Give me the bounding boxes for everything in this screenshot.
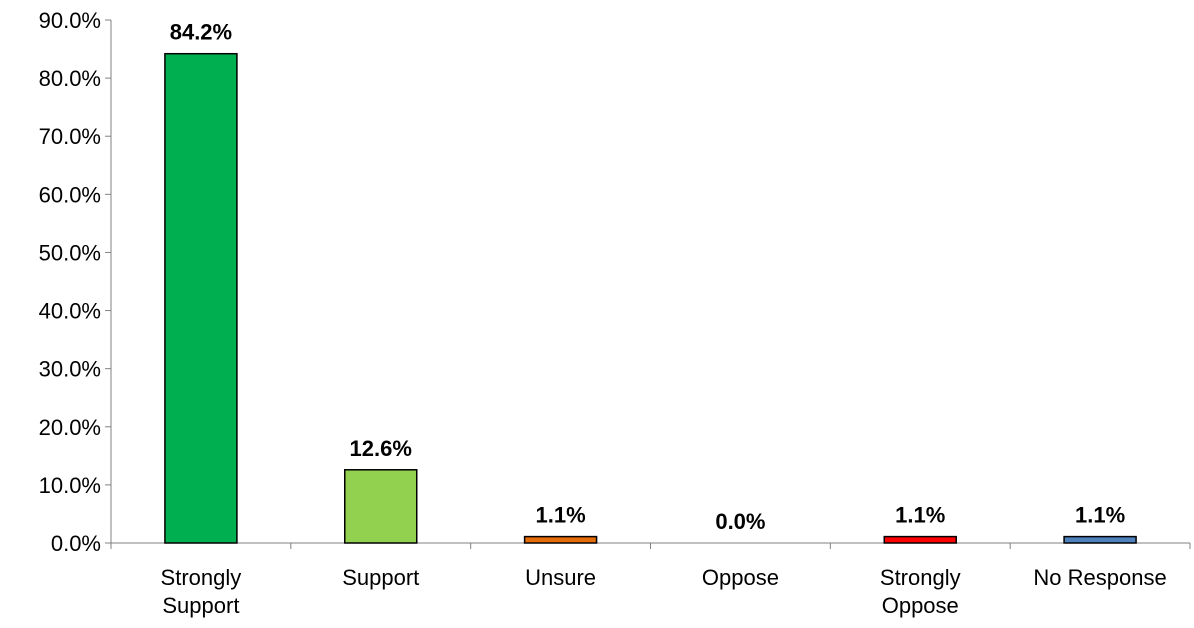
y-tick-label: 0.0% (51, 531, 101, 556)
data-labels: 84.2% 12.6% 1.1% 0.0% 1.1% 1.1% (170, 20, 1125, 534)
bars (164, 52, 1137, 544)
category-label: Strongly Support (161, 565, 242, 618)
bar (164, 52, 238, 544)
y-axis: 0.0% 10.0% 20.0% 30.0% 40.0% 50.0% 60.0% 70.0% 8… (39, 8, 112, 556)
data-label: 1.1% (536, 503, 586, 528)
y-tick-label: 50.0% (39, 240, 101, 265)
category-label-line: Strongly (161, 565, 242, 590)
category-label: Support (342, 565, 419, 590)
category-label-line: Strongly (880, 565, 961, 590)
bar (883, 535, 957, 544)
category-label-line: Oppose (702, 565, 779, 590)
y-tick-label: 90.0% (39, 8, 101, 33)
data-label: 1.1% (1075, 503, 1125, 528)
data-label: 12.6% (350, 436, 412, 461)
category-label-line: Oppose (882, 593, 959, 618)
y-tick-label: 20.0% (39, 415, 101, 440)
bar (523, 535, 598, 544)
y-tick-label: 10.0% (39, 473, 101, 498)
category-label: Oppose (702, 565, 779, 590)
bar (344, 469, 418, 544)
data-label: 84.2% (170, 20, 232, 45)
y-tick-label: 60.0% (39, 182, 101, 207)
category-label: Unsure (525, 565, 596, 590)
bar (1063, 535, 1137, 544)
category-label: No Response (1033, 565, 1166, 590)
category-label-line: Support (162, 593, 239, 618)
data-label: 1.1% (895, 503, 945, 528)
y-tick-label: 30.0% (39, 357, 101, 382)
data-label: 0.0% (715, 509, 765, 534)
category-label-line: No Response (1033, 565, 1166, 590)
y-tick-label: 80.0% (39, 66, 101, 91)
category-label: Strongly Oppose (880, 565, 961, 618)
category-label-line: Unsure (525, 565, 596, 590)
category-label-line: Support (342, 565, 419, 590)
y-tick-label: 70.0% (39, 124, 101, 149)
y-tick-label: 40.0% (39, 299, 101, 324)
